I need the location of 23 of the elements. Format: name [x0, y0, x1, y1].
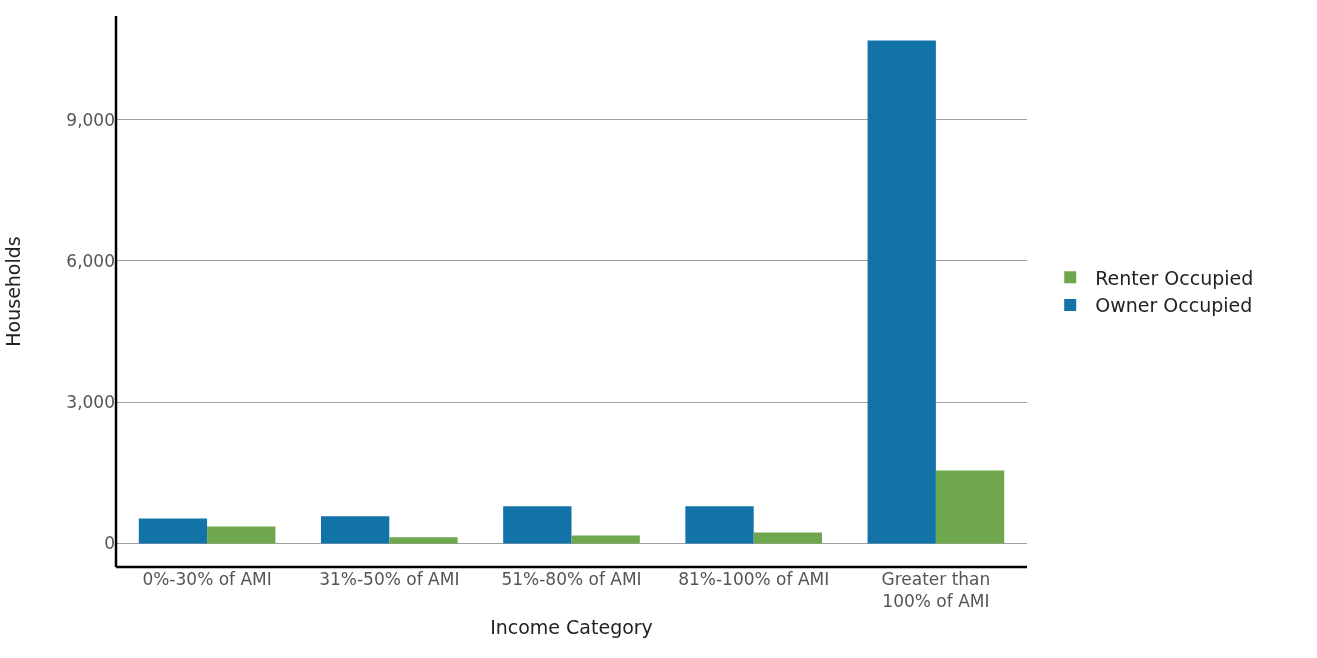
- legend-label: Owner Occupied: [1095, 294, 1253, 317]
- bar: [935, 470, 1005, 544]
- bar: [138, 518, 208, 544]
- bar: [207, 526, 276, 544]
- legend-label: Renter Occupied: [1095, 266, 1254, 289]
- bar: [685, 506, 754, 544]
- bar: [389, 537, 458, 544]
- y-tick-label: 6,000: [66, 250, 115, 271]
- bar: [867, 40, 936, 544]
- y-tick-label: 9,000: [66, 109, 115, 130]
- bar: [503, 506, 572, 544]
- x-tick-label: 0%-30% of AMI: [142, 569, 272, 589]
- bar: [571, 535, 640, 544]
- x-tick-label: 81%-100% of AMI: [678, 569, 830, 589]
- y-tick-label: 0: [104, 533, 115, 554]
- bar: [753, 532, 823, 544]
- y-tick-label: 3,000: [66, 392, 115, 413]
- y-axis-title: Households: [2, 236, 25, 347]
- x-axis-title: Income Category: [490, 615, 653, 638]
- x-tick-label: Greater than 100% of AMI: [881, 569, 991, 612]
- bar: [320, 516, 390, 544]
- x-tick-label: 31%-50% of AMI: [319, 569, 460, 589]
- x-tick-label: 51%-80% of AMI: [501, 569, 642, 589]
